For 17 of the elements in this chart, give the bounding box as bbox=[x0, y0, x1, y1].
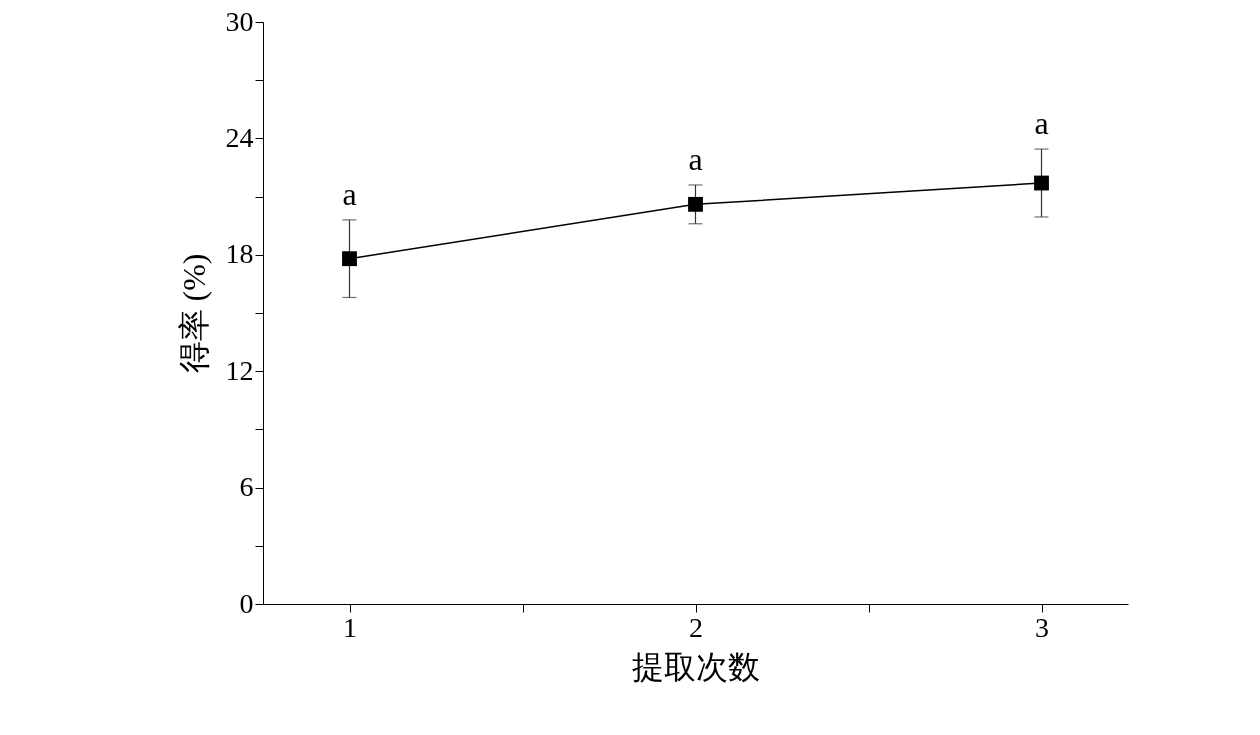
x-tick-label: 1 bbox=[343, 611, 357, 643]
y-axis-title: 得率 (%) bbox=[175, 253, 212, 374]
annotation: a bbox=[342, 175, 357, 212]
y-tick-label: 6 bbox=[239, 471, 254, 503]
point bbox=[688, 196, 703, 212]
y-tick-label: 0 bbox=[239, 587, 254, 619]
x-tick-label: 2 bbox=[689, 611, 703, 643]
y-tick-label: 18 bbox=[225, 238, 254, 270]
annotation: a bbox=[688, 140, 703, 177]
x-axis-title: 提取次数 bbox=[632, 648, 760, 685]
point bbox=[1034, 175, 1049, 191]
y-tick-label: 24 bbox=[225, 121, 254, 153]
y-tick-label: 30 bbox=[225, 5, 254, 37]
y-tick-label: 12 bbox=[225, 354, 254, 386]
annotation: a bbox=[1034, 105, 1049, 142]
point bbox=[342, 251, 357, 267]
x-tick-label: 3 bbox=[1035, 611, 1049, 643]
